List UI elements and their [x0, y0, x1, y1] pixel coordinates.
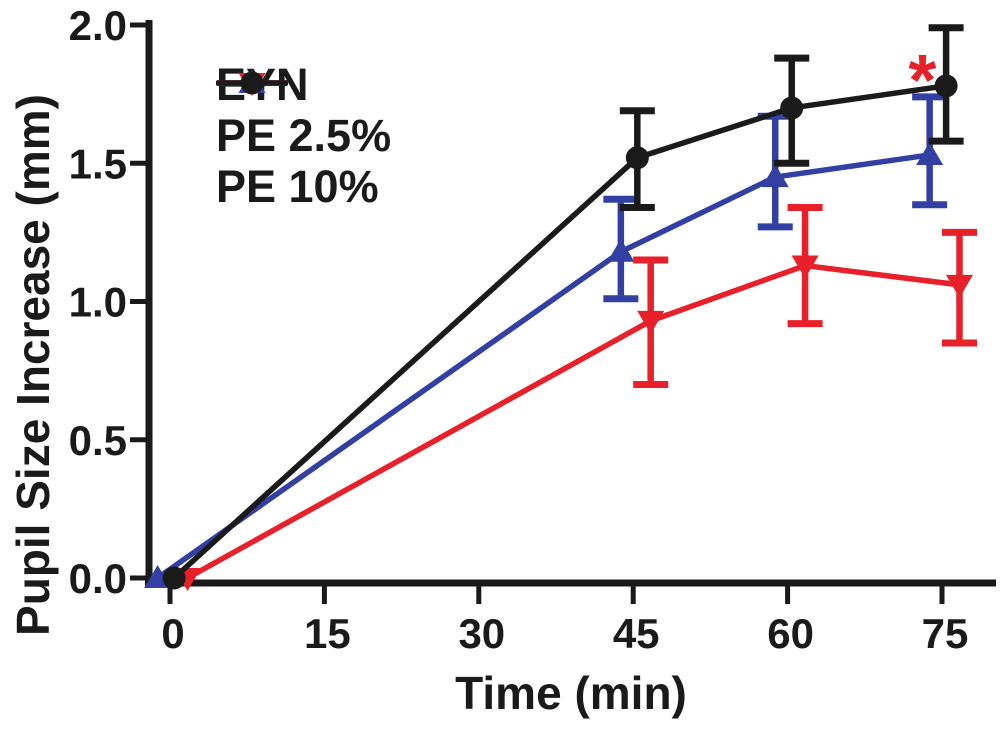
- series-eyn: [144, 93, 948, 588]
- y-tick-label: 1.5: [69, 140, 127, 187]
- triangle-up-marker: [761, 164, 789, 188]
- x-axis-title: Time (min): [455, 667, 687, 719]
- circle-marker: [934, 74, 958, 98]
- significance-asterisk: *: [908, 41, 936, 121]
- series-line: [184, 262, 963, 581]
- triangle-up-marker: [916, 141, 944, 165]
- x-tick-label: 30: [458, 610, 505, 657]
- y-tick-label: 0.5: [69, 417, 127, 464]
- circle-marker: [780, 96, 804, 120]
- triangle-down-marker: [791, 255, 819, 279]
- y-axis-title: Pupil Size Increase (mm): [7, 94, 59, 636]
- series-line: [171, 83, 949, 581]
- x-tick-label: 60: [767, 610, 814, 657]
- x-tick-label: 45: [613, 610, 660, 657]
- triangle-down-marker: [637, 310, 665, 334]
- legend-label-pe-10: PE 10%: [216, 161, 379, 212]
- triangle-down-marker: [945, 274, 973, 298]
- x-tick-label: 0: [161, 610, 184, 657]
- y-tick-label: 1.0: [69, 279, 127, 326]
- y-tick-label: 2.0: [69, 2, 127, 49]
- x-tick-label: 15: [304, 610, 351, 657]
- x-tick-label: 75: [922, 610, 969, 657]
- circle-marker: [162, 566, 186, 590]
- legend-item-pe-2-5: PE 2.5%: [216, 73, 392, 161]
- triangle-up-marker: [607, 238, 635, 262]
- legend: EYN PE 2.5% PE 10%: [216, 62, 392, 212]
- series-pe-10: [162, 24, 964, 590]
- series-line: [154, 152, 933, 581]
- legend-item-pe-10: PE 10%: [216, 71, 391, 212]
- legend-label-pe-2-5: PE 2.5%: [216, 110, 392, 161]
- circle-marker: [625, 146, 649, 170]
- circle-marker: [240, 71, 264, 95]
- y-tick-label: 0.0: [69, 555, 127, 602]
- series-pe-2-5: [173, 203, 977, 591]
- pe-10-circle-icon: [216, 71, 288, 95]
